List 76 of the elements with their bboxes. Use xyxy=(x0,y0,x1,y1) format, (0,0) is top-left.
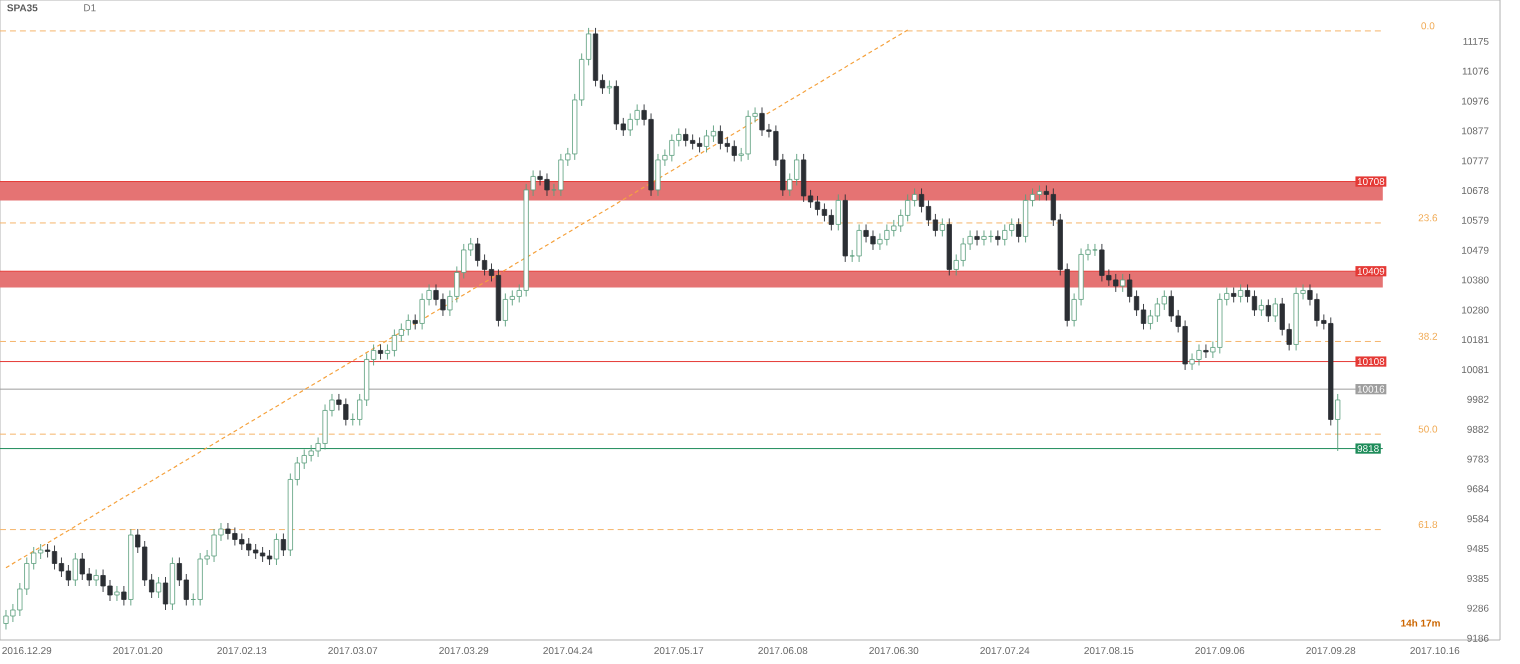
candlestick xyxy=(703,129,710,153)
candlestick xyxy=(273,533,280,566)
candlestick xyxy=(925,199,932,227)
candlestick xyxy=(655,153,661,197)
candlestick xyxy=(863,223,869,243)
candlestick xyxy=(114,585,120,602)
candlestick xyxy=(1009,217,1015,237)
candlestick xyxy=(1002,223,1008,246)
candlestick xyxy=(211,528,217,563)
candlestick xyxy=(65,564,72,587)
candlestick xyxy=(981,229,987,246)
candlestick xyxy=(884,223,890,246)
candlestick xyxy=(613,79,619,131)
candlestick xyxy=(1022,193,1029,243)
candlestick xyxy=(544,172,550,197)
candlestick xyxy=(197,552,203,606)
candlestick xyxy=(502,293,508,327)
candlestick xyxy=(627,112,633,137)
candlestick xyxy=(232,527,238,546)
candlestick xyxy=(877,232,883,251)
candlestick xyxy=(794,153,800,186)
candlestick xyxy=(495,268,502,327)
candlestick xyxy=(801,153,807,203)
candlestick xyxy=(405,314,411,336)
candlestick xyxy=(1272,297,1278,323)
candlestick xyxy=(918,187,925,213)
candlestick xyxy=(79,552,85,581)
candlestick xyxy=(72,552,78,587)
candlestick xyxy=(225,522,231,540)
candlestick xyxy=(905,193,911,222)
candlestick xyxy=(1168,290,1174,323)
candlestick xyxy=(1127,273,1133,303)
candlestick xyxy=(606,79,613,95)
candlestick xyxy=(169,557,176,611)
candlestick xyxy=(162,576,169,611)
candlestick xyxy=(946,217,952,276)
candlestick xyxy=(1099,243,1105,282)
candlestick xyxy=(1217,293,1223,354)
candlestick xyxy=(821,202,828,222)
candlestick xyxy=(58,557,65,578)
candlestick xyxy=(669,133,675,162)
candlestick xyxy=(558,153,564,197)
candlestick xyxy=(1265,299,1271,323)
candlestick xyxy=(121,585,127,606)
candlestick xyxy=(391,329,398,357)
candlestick xyxy=(1196,344,1202,366)
candlestick xyxy=(100,569,106,593)
candlestick xyxy=(280,533,287,557)
candlestick xyxy=(856,223,862,263)
candlestick xyxy=(51,545,58,570)
candlestick xyxy=(828,208,834,231)
candlestick xyxy=(960,237,966,267)
candlestick xyxy=(939,217,945,237)
candlestick xyxy=(932,213,939,237)
candlestick xyxy=(1140,303,1147,330)
candlestick xyxy=(155,576,162,599)
candlestick xyxy=(3,609,9,630)
candlestick xyxy=(745,109,751,161)
candlestick xyxy=(93,569,99,587)
candlestick xyxy=(814,195,821,216)
candlestick xyxy=(870,229,876,251)
candlestick xyxy=(1203,344,1209,359)
candlestick xyxy=(835,193,841,231)
candlestick xyxy=(759,106,765,137)
candlestick xyxy=(1092,243,1098,257)
candlestick xyxy=(1335,393,1341,452)
candlestick xyxy=(592,27,599,87)
candlestick xyxy=(1016,217,1022,243)
candlestick xyxy=(731,139,737,162)
candlestick xyxy=(974,229,980,246)
candlestick xyxy=(475,237,481,267)
candlestick xyxy=(717,124,724,150)
candlestick xyxy=(1251,290,1258,317)
candlestick xyxy=(1147,309,1154,330)
candlestick xyxy=(1154,297,1160,323)
candlestick xyxy=(343,398,349,426)
